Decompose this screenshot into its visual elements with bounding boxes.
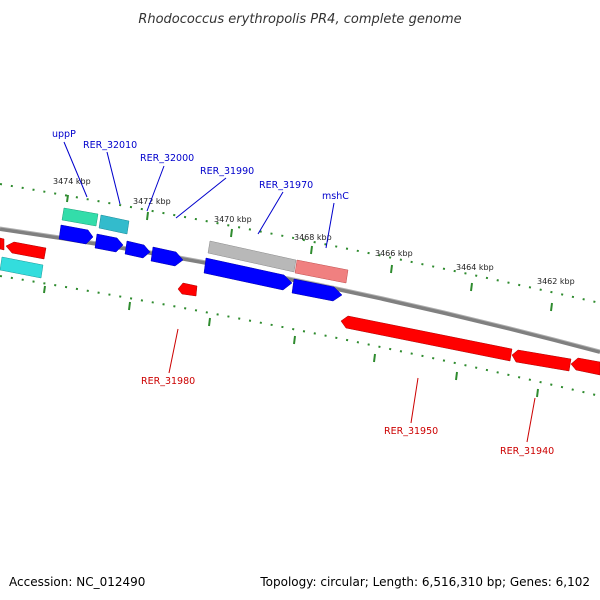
gene-mshC[interactable] (294, 259, 349, 284)
leader-line (526, 397, 536, 443)
reverse-gene[interactable] (570, 357, 600, 376)
forward-gene[interactable] (150, 246, 184, 267)
scale-label: 3472 kbp (133, 197, 171, 206)
major-tick (128, 301, 131, 311)
leader-lines (63, 141, 536, 443)
gene-label-RER_31940: RER_31940 (500, 446, 554, 457)
reverse-strand-genes (0, 237, 600, 376)
scale-label: 3470 kbp (214, 215, 252, 224)
gene-label-uppP: uppP (52, 129, 76, 140)
forward-strand-genes (58, 224, 343, 302)
reverse-gene[interactable] (0, 256, 44, 279)
forward-gene-labels: uppP RER_32010 RER_32000 RER_31990 RER_3… (52, 129, 349, 202)
gene-label-RER_31980: RER_31980 (141, 376, 195, 387)
scale-label: 3464 kbp (456, 263, 494, 272)
gene-label-RER_31970: RER_31970 (259, 180, 313, 191)
scale-label: 3474 kbp (53, 177, 91, 186)
gene-RER_31940[interactable] (511, 349, 572, 372)
forward-gene[interactable] (124, 240, 151, 259)
major-tick (293, 335, 296, 345)
gene-label-RER_31950: RER_31950 (384, 426, 438, 437)
leader-line (325, 202, 335, 249)
major-tick (455, 371, 458, 381)
major-tick (550, 302, 553, 312)
major-tick (230, 228, 233, 238)
map-title: Rhodococcus erythropolis PR4, complete g… (138, 12, 461, 27)
outer-gene-row (61, 207, 349, 284)
forward-gene[interactable] (94, 233, 124, 253)
gene-label-RER_31990: RER_31990 (200, 166, 254, 177)
gene-RER_31950[interactable] (340, 315, 513, 362)
leader-line (106, 151, 121, 205)
gene-RER_31980[interactable] (177, 282, 198, 297)
reverse-gene[interactable] (5, 241, 47, 260)
accession-text: Accession: NC_012490 (9, 575, 145, 589)
leader-line (146, 165, 165, 212)
major-tick (536, 388, 539, 398)
major-tick (66, 194, 69, 203)
scale-label: 3462 kbp (537, 277, 575, 286)
scale-labels: 3474 kbp 3472 kbp 3470 kbp 3468 kbp 3466… (53, 177, 575, 286)
gene-uppP[interactable] (61, 207, 99, 227)
major-tick (373, 353, 376, 363)
major-tick (470, 282, 473, 292)
gene-label-mshC: mshC (322, 191, 349, 202)
gene-RER_31970[interactable] (207, 240, 297, 273)
genome-summary-text: Topology: circular; Length: 6,516,310 bp… (259, 575, 590, 589)
leader-line (175, 177, 227, 219)
leader-line (168, 328, 179, 374)
major-tick (146, 211, 149, 221)
major-ticks (43, 194, 553, 398)
forward-gene[interactable] (291, 278, 343, 302)
scale-label: 3468 kbp (294, 233, 332, 242)
major-tick (390, 264, 393, 274)
gene-RER_32010[interactable] (98, 214, 130, 235)
forward-gene[interactable] (203, 257, 293, 291)
gene-label-RER_32010: RER_32010 (83, 140, 137, 151)
major-tick (310, 245, 313, 255)
major-tick (43, 285, 46, 294)
forward-gene[interactable] (58, 224, 94, 245)
leader-line (63, 141, 88, 198)
leader-line (257, 191, 284, 235)
reverse-gene[interactable] (0, 237, 5, 251)
scale-label: 3466 kbp (375, 249, 413, 258)
reverse-gene-labels: RER_31980 RER_31950 RER_31940 (141, 376, 554, 457)
major-tick (208, 317, 211, 327)
leader-line (410, 377, 419, 424)
gene-label-RER_32000: RER_32000 (140, 153, 194, 164)
